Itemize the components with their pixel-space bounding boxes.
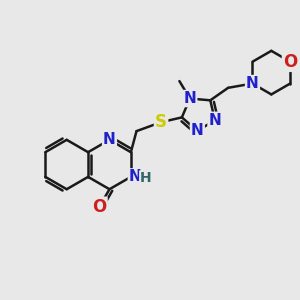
Text: N: N (191, 123, 204, 138)
Text: N: N (103, 132, 116, 147)
Text: N: N (246, 76, 259, 91)
Text: S: S (155, 113, 167, 131)
Text: H: H (140, 171, 152, 185)
Text: N: N (184, 91, 196, 106)
Text: N: N (208, 113, 221, 128)
Text: N: N (129, 169, 142, 184)
Text: O: O (283, 53, 297, 71)
Text: O: O (92, 198, 106, 216)
